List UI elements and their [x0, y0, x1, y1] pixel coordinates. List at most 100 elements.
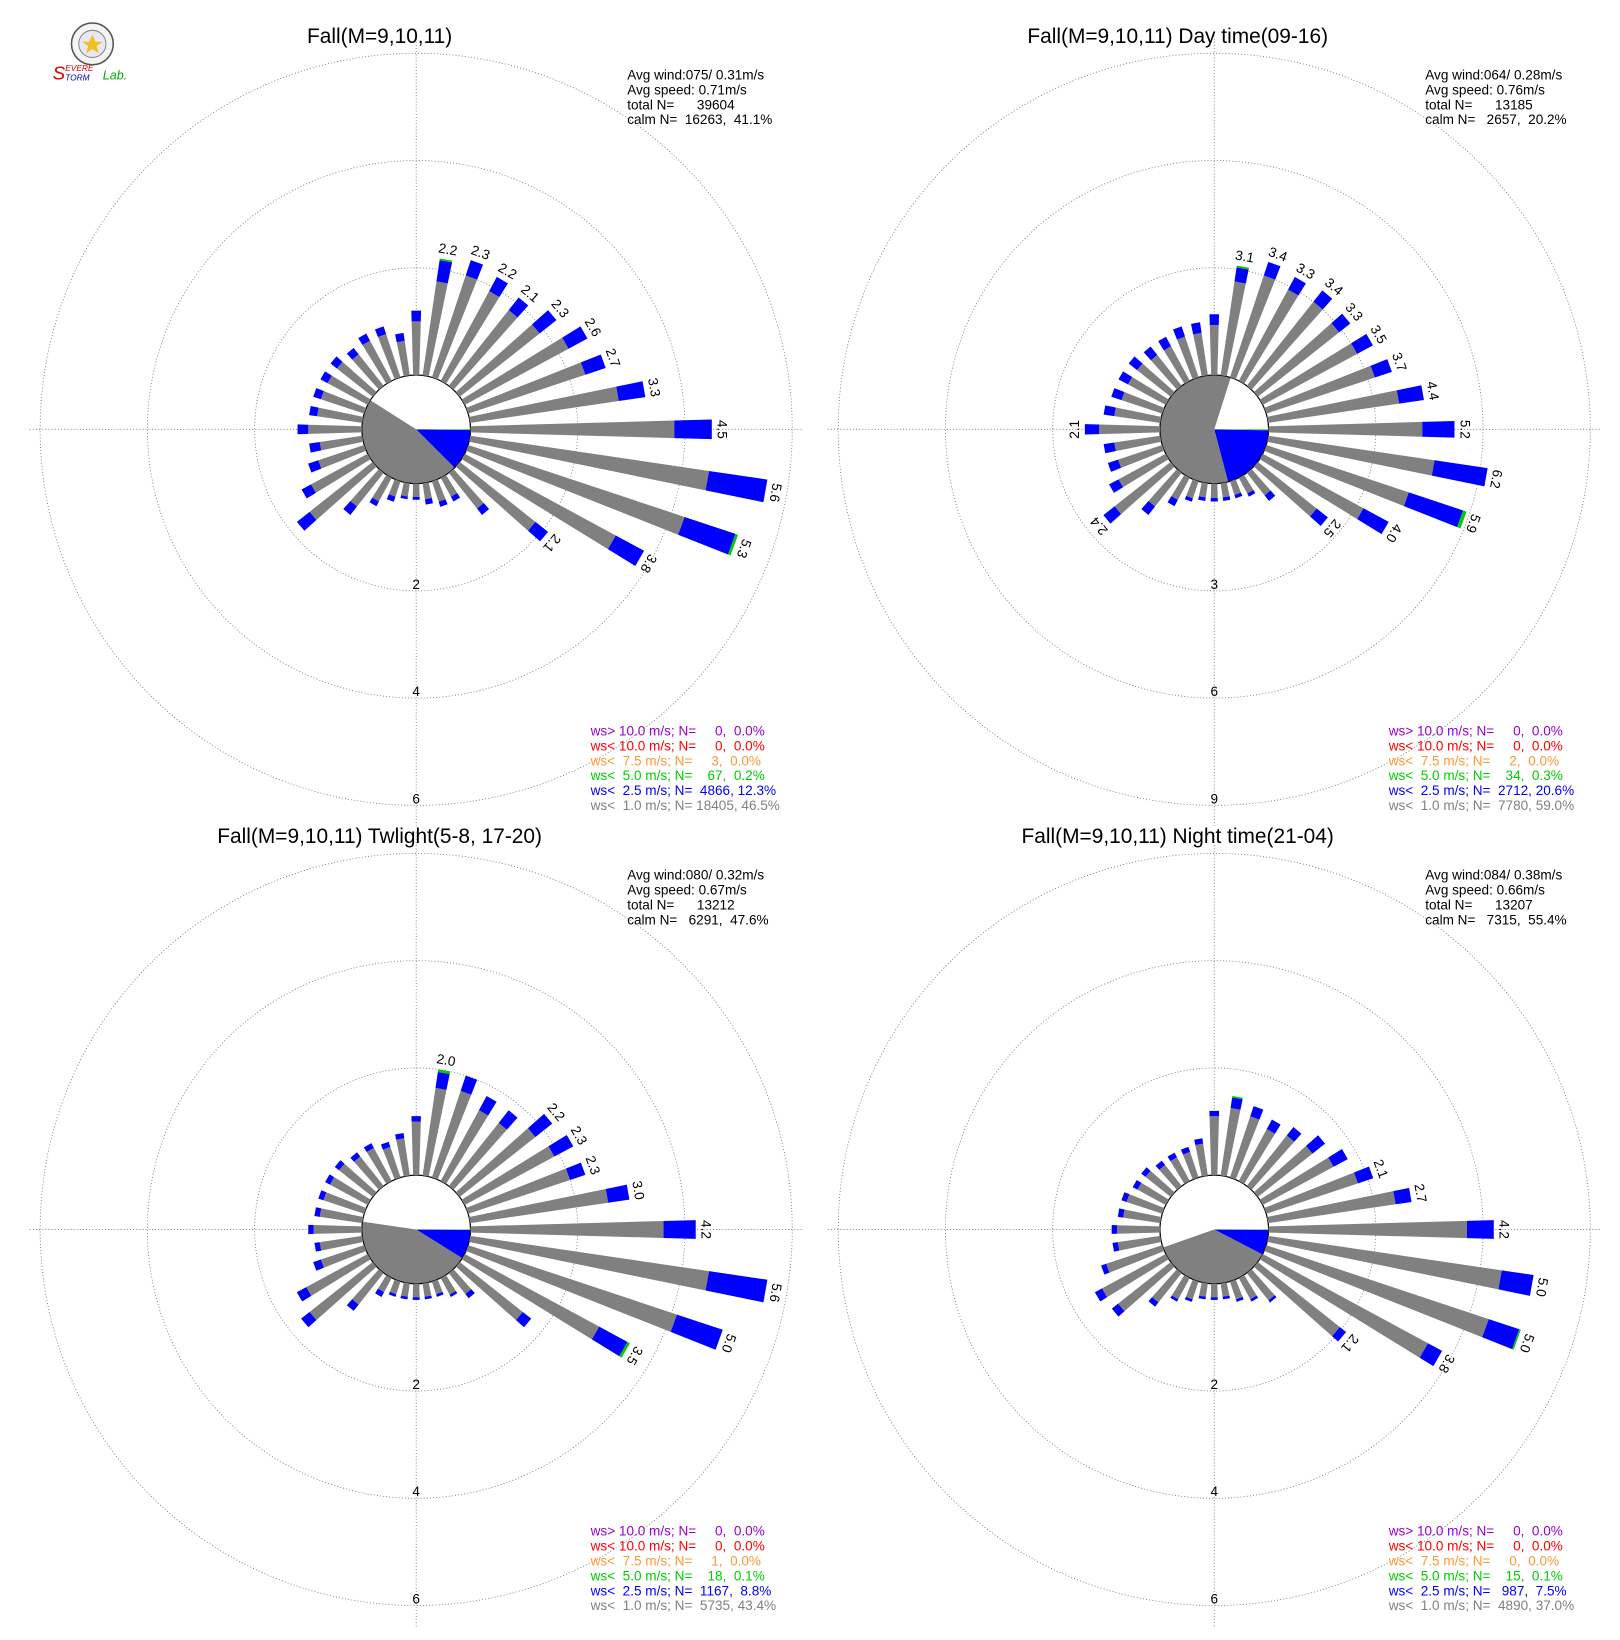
- bar-segment: [334, 1160, 345, 1171]
- bar-segment: [1163, 346, 1190, 384]
- bar-segment: [477, 503, 490, 515]
- bar-segment: [1220, 1282, 1230, 1297]
- bar-segment: [396, 340, 410, 377]
- legend-entry: ws< 7.5 m/s; N= 0, 0.0%: [1388, 1553, 1559, 1568]
- bar-segment: [455, 1128, 536, 1197]
- info-line: Avg speed: 0.66m/s: [1425, 882, 1545, 897]
- bar-segment: [1250, 1295, 1259, 1302]
- bar-segment: [343, 501, 357, 515]
- bar-segment: [395, 1132, 405, 1140]
- bar-segment: [1246, 468, 1271, 496]
- bar-segment: [422, 1282, 432, 1297]
- bar-segment: [1288, 276, 1306, 296]
- calm-pie-wedge: [361, 1221, 463, 1284]
- bar-segment: [1229, 275, 1276, 380]
- logo-initial: S: [53, 62, 66, 83]
- bar-segment: [1210, 1297, 1218, 1300]
- info-line: Avg speed: 0.76m/s: [1425, 82, 1545, 97]
- bar-segment: [1094, 1288, 1108, 1302]
- bar-segment: [396, 1138, 410, 1177]
- bar-segment: [1185, 1279, 1199, 1300]
- bar-segment: [1121, 1192, 1130, 1202]
- bar-label: 3.0: [629, 1180, 647, 1202]
- bar-segment: [309, 441, 322, 453]
- bar-segment: [440, 1274, 456, 1295]
- bar-segment: [330, 356, 343, 369]
- bar-segment: [1357, 508, 1389, 535]
- bar-segment: [352, 1269, 384, 1305]
- bar-label: 2.7: [603, 346, 624, 369]
- bar-segment: [455, 461, 536, 531]
- bar-segment: [466, 1245, 677, 1332]
- ring-label: 2: [1210, 1377, 1218, 1392]
- bar-segment: [412, 1283, 420, 1298]
- bar-segment: [1170, 1295, 1179, 1302]
- bar-segment: [412, 1297, 420, 1300]
- bar-segment: [320, 371, 332, 384]
- bar-segment: [1331, 313, 1351, 333]
- bar-label: 5.6: [767, 1282, 785, 1303]
- logo-line2: TORM: [65, 72, 89, 82]
- bar-segment: [306, 1253, 371, 1296]
- bar-segment: [308, 1224, 314, 1235]
- bar-segment: [1498, 1270, 1534, 1296]
- bar-segment: [1264, 490, 1276, 501]
- bar-segment: [350, 1152, 361, 1162]
- bar-segment: [1184, 495, 1193, 502]
- bar-segment: [1238, 474, 1254, 494]
- bar-segment: [1101, 1263, 1110, 1275]
- bar-segment: [489, 276, 508, 298]
- bar-segment: [1141, 501, 1156, 515]
- bar-segment: [314, 1207, 322, 1217]
- bar-segment: [565, 1162, 586, 1180]
- ring: [39, 52, 793, 806]
- legend-entry: ws< 1.0 m/s; N= 18405, 46.5%: [590, 798, 780, 813]
- info-line: calm N= 2657, 20.2%: [1425, 112, 1566, 127]
- bar-segment: [1267, 390, 1400, 423]
- legend-entry: ws> 10.0 m/s; N= 0, 0.0%: [590, 723, 765, 738]
- bar-segment: [422, 281, 448, 377]
- bar-segment: [374, 326, 387, 337]
- bar-segment: [1103, 405, 1116, 417]
- bar-segment: [309, 406, 319, 417]
- bar-segment: [728, 533, 739, 556]
- legend-entry: ws< 5.0 m/s; N= 15, 0.1%: [1388, 1568, 1563, 1583]
- info-line: calm N= 16263, 41.1%: [627, 112, 772, 127]
- bar-segment: [375, 1288, 385, 1297]
- bar-segment: [310, 453, 371, 493]
- bar-segment: [1234, 492, 1243, 499]
- bar-segment: [1167, 496, 1178, 507]
- calm-pie-wedge: [1159, 375, 1231, 484]
- bar-segment: [1268, 1295, 1277, 1303]
- bar-segment: [1268, 1220, 1467, 1239]
- bar-segment: [1143, 346, 1158, 361]
- bar-segment: [431, 479, 446, 502]
- bar-segment: [412, 483, 420, 498]
- bar-segment: [346, 1299, 359, 1311]
- legend-entry: ws< 2.5 m/s; N= 4866, 12.3%: [590, 783, 776, 798]
- bar-segment: [366, 1147, 392, 1184]
- bar-segment: [580, 354, 606, 375]
- bar-segment: [1238, 1274, 1257, 1300]
- bar-segment: [1158, 336, 1172, 351]
- bar-segment: [1184, 1296, 1193, 1302]
- calm-pie-wedge: [1214, 429, 1269, 482]
- bar-segment: [1370, 359, 1392, 378]
- bar-segment: [449, 1290, 458, 1297]
- bar-label: 4.2: [1497, 1220, 1512, 1239]
- bar-segment: [319, 1208, 364, 1224]
- bar-label: 2.1: [1067, 420, 1082, 439]
- bar-segment: [297, 424, 309, 435]
- bar-segment: [1246, 1135, 1295, 1190]
- bar-label: 6.2: [1487, 468, 1505, 489]
- bar-segment: [1263, 261, 1281, 280]
- bar-segment: [350, 468, 384, 507]
- legend-entry: ws< 5.0 m/s; N= 18, 0.1%: [590, 1568, 765, 1583]
- bar-segment: [437, 1069, 451, 1075]
- bar-segment: [401, 482, 410, 497]
- bar-segment: [1431, 460, 1488, 487]
- legend-entry: ws< 7.5 m/s; N= 1, 0.0%: [590, 1553, 761, 1568]
- ring-label: 6: [1210, 684, 1218, 699]
- bar-segment: [346, 347, 359, 360]
- bar-segment: [1182, 1151, 1199, 1180]
